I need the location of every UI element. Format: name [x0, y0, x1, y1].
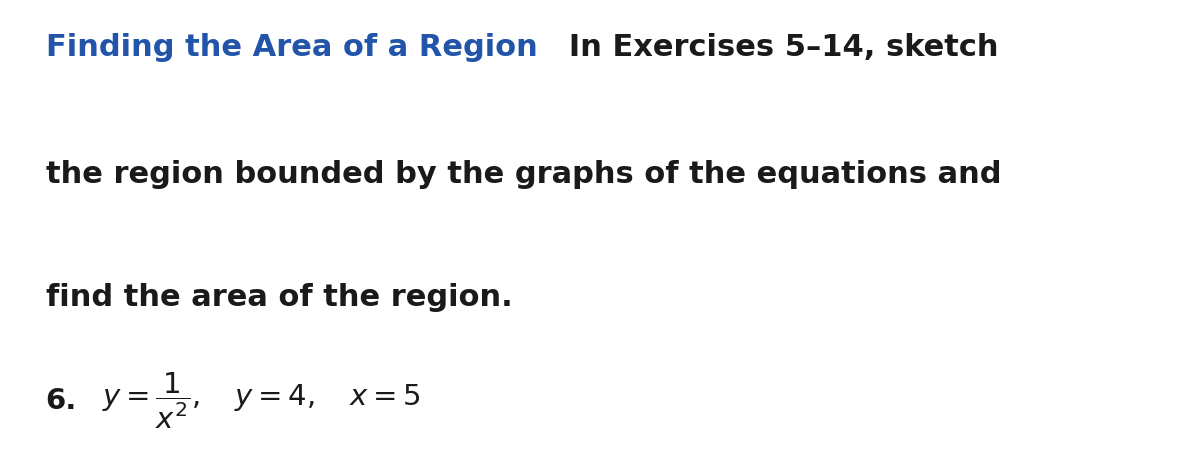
Text: In Exercises 5–14, sketch: In Exercises 5–14, sketch [538, 33, 998, 62]
Text: find the area of the region.: find the area of the region. [46, 283, 512, 312]
Text: 6.: 6. [46, 387, 77, 415]
Text: Finding the Area of a Region: Finding the Area of a Region [46, 33, 538, 62]
Text: the region bounded by the graphs of the equations and: the region bounded by the graphs of the … [46, 160, 1001, 189]
Text: $\mathit{y} = \dfrac{1}{\mathit{x}^2},\quad \mathit{y} = 4, \quad \mathit{x} = 5: $\mathit{y} = \dfrac{1}{\mathit{x}^2},\q… [102, 371, 421, 431]
